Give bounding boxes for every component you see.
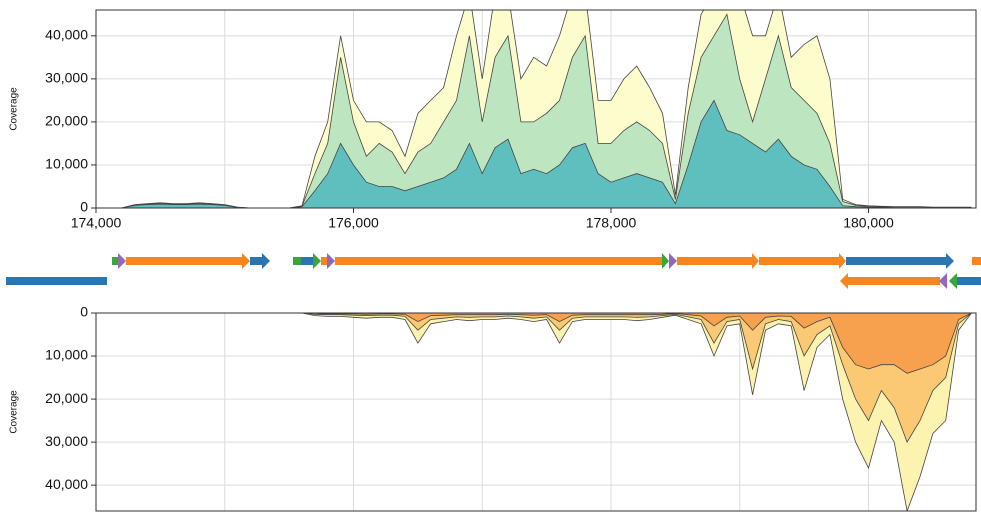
gene xyxy=(335,257,662,265)
gene xyxy=(846,257,946,265)
gene xyxy=(840,273,848,289)
top-panel: 0 10,000 20,000 30,000 40,000 Coverage 174,000… xyxy=(9,9,977,231)
y-tick-label: 20,000 xyxy=(45,390,88,406)
y-tick-label: 10,000 xyxy=(45,347,88,363)
gene xyxy=(126,257,242,265)
gene xyxy=(946,253,954,269)
y-tick-label: 10,000 xyxy=(45,156,88,172)
gene xyxy=(313,253,321,269)
plot-frame xyxy=(95,9,977,209)
gene xyxy=(6,277,107,285)
y-axis-title: Coverage xyxy=(9,390,20,434)
bottom-panel: 0 10,000 20,000 30,000 40,000 Coverage xyxy=(9,304,977,512)
gene xyxy=(301,257,313,265)
area-fill xyxy=(96,313,972,374)
gene xyxy=(250,257,262,265)
gene xyxy=(939,273,947,289)
y-tick-label: 20,000 xyxy=(45,113,88,129)
y-tick-label: 30,000 xyxy=(45,433,88,449)
gene xyxy=(677,257,755,265)
area-line xyxy=(96,313,972,444)
plot-area xyxy=(96,10,972,208)
y-axis-title: Coverage xyxy=(9,87,20,131)
y-tick-label: 0 xyxy=(80,199,88,215)
plot-area xyxy=(96,313,972,511)
gene xyxy=(957,277,981,285)
gene xyxy=(262,253,270,269)
gene xyxy=(321,257,327,265)
gene xyxy=(949,273,957,289)
y-tick-label: 30,000 xyxy=(45,70,88,86)
area-line xyxy=(96,313,972,511)
gene xyxy=(112,257,118,265)
gene xyxy=(839,253,846,269)
y-tick-label: 0 xyxy=(80,304,88,320)
gene xyxy=(662,253,669,269)
area-fill xyxy=(96,313,972,443)
plot-frame xyxy=(95,312,977,512)
gene xyxy=(242,253,250,269)
area-line xyxy=(96,313,972,374)
y-tick-label: 40,000 xyxy=(45,27,88,43)
gene-track xyxy=(6,253,981,289)
gene xyxy=(972,257,981,265)
gene xyxy=(848,277,940,285)
gene xyxy=(752,253,759,269)
gene xyxy=(327,253,335,269)
area-fill xyxy=(96,100,972,208)
gene xyxy=(759,257,843,265)
gene xyxy=(118,253,126,269)
x-tick-label: 178,000 xyxy=(586,215,637,231)
y-tick-label: 40,000 xyxy=(45,476,88,492)
x-tick-label: 174,000 xyxy=(71,215,122,231)
gene xyxy=(669,253,677,269)
gene xyxy=(293,257,301,265)
x-tick-label: 180,000 xyxy=(843,215,894,231)
x-tick-label: 176,000 xyxy=(328,215,379,231)
